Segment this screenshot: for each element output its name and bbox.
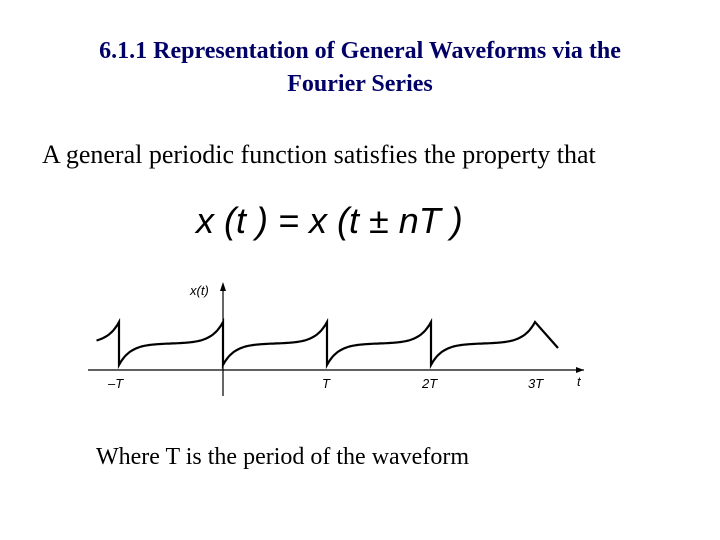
tick-label: 3T bbox=[528, 376, 544, 391]
tick-label: 2T bbox=[421, 376, 438, 391]
body-text: A general periodic function satisfies th… bbox=[42, 140, 596, 169]
arrow bbox=[220, 282, 226, 291]
y-label: x(t) bbox=[189, 283, 209, 298]
title-line: Fourier Series bbox=[287, 71, 433, 97]
waveform bbox=[96, 317, 559, 370]
tick-label: T bbox=[322, 376, 331, 391]
x-label: t bbox=[577, 374, 582, 389]
equation: x (t ) = x (t ± nT ) bbox=[196, 200, 463, 241]
arrow bbox=[576, 367, 584, 373]
caption: Where T is the period of the waveform bbox=[96, 444, 469, 470]
waveform-figure: x(t) t –T T 2T 3T bbox=[88, 282, 584, 396]
title-line: 6.1.1 Representation of General Waveform… bbox=[99, 38, 621, 64]
tick-label: –T bbox=[107, 376, 124, 391]
